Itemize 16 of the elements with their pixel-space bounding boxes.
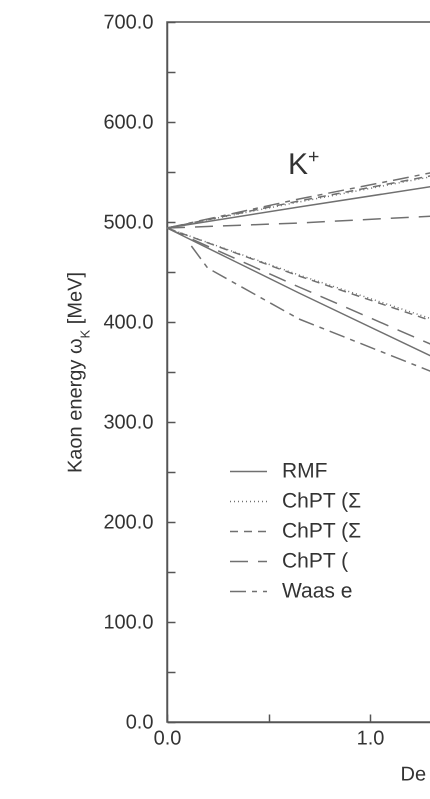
x-axis-title: De <box>400 764 426 786</box>
x-tick-label: 1.0 <box>356 728 384 750</box>
y-tick-label: 600.0 <box>103 112 154 134</box>
y-tick-label: 200.0 <box>103 512 154 534</box>
y-tick-label: 400.0 <box>103 312 154 334</box>
y-tick-label: 100.0 <box>103 612 154 634</box>
legend-label: Waas e <box>282 580 352 602</box>
y-tick-label: 0.0 <box>126 712 154 734</box>
legend-label: ChPT (Σ <box>282 490 362 512</box>
legend-label: ChPT (Σ <box>282 520 362 542</box>
y-tick-label: 700.0 <box>103 12 154 34</box>
y-tick-label: 300.0 <box>103 412 154 434</box>
y-tick-label: 500.0 <box>103 212 154 234</box>
legend-label: ChPT ( <box>282 550 348 572</box>
annotation: K$^{+}$ <box>288 146 320 181</box>
legend-label: RMF <box>282 460 328 482</box>
